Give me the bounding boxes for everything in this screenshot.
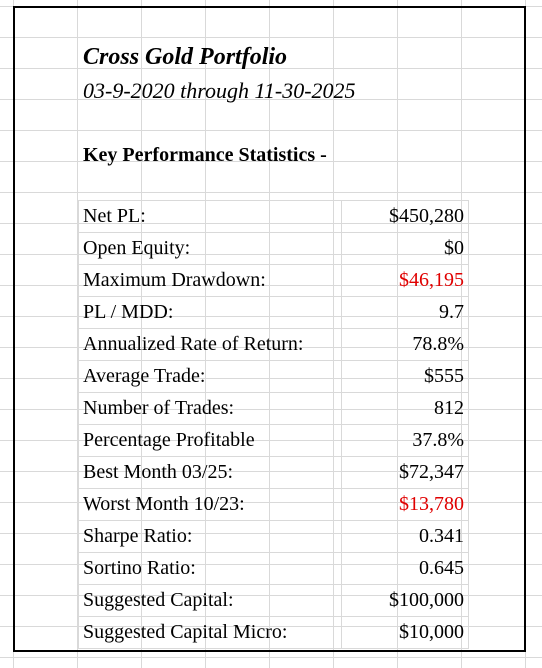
stat-value[interactable]: 0.645 — [341, 552, 469, 585]
stat-value[interactable]: 37.8% — [341, 424, 469, 457]
stat-row: Maximum Drawdown: $46,195 — [78, 264, 469, 297]
stat-label[interactable]: Sharpe Ratio: — [78, 520, 342, 553]
stat-value[interactable]: $555 — [341, 360, 469, 393]
stat-row: Sharpe Ratio: 0.341 — [78, 520, 469, 553]
stat-row: Annualized Rate of Return: 78.8% — [78, 328, 469, 361]
stat-row: Suggested Capital Micro: $10,000 — [78, 616, 469, 649]
stat-row: Number of Trades: 812 — [78, 392, 469, 425]
stat-label[interactable]: Best Month 03/25: — [78, 456, 342, 489]
stat-label[interactable]: Percentage Profitable — [78, 424, 342, 457]
section-heading: Key Performance Statistics - — [83, 144, 327, 166]
stat-row: Best Month 03/25: $72,347 — [78, 456, 469, 489]
stat-value[interactable]: $450,280 — [341, 200, 469, 233]
stat-value[interactable]: 9.7 — [341, 296, 469, 329]
stat-value[interactable]: 78.8% — [341, 328, 469, 361]
date-range: 03-9-2020 through 11-30-2025 — [83, 78, 356, 103]
stats-table: Net PL: $450,280 Open Equity: $0 Maximum Dra… — [78, 200, 469, 649]
stat-row: Average Trade: $555 — [78, 360, 469, 393]
stat-label[interactable]: Number of Trades: — [78, 392, 342, 425]
stat-label[interactable]: Suggested Capital: — [78, 584, 342, 617]
stat-row: Net PL: $450,280 — [78, 200, 469, 233]
stat-value[interactable]: $100,000 — [341, 584, 469, 617]
stat-value[interactable]: 0.341 — [341, 520, 469, 553]
stat-label[interactable]: Open Equity: — [78, 232, 342, 265]
stat-label[interactable]: Worst Month 10/23: — [78, 488, 342, 521]
stat-label[interactable]: Maximum Drawdown: — [78, 264, 342, 297]
stat-label[interactable]: PL / MDD: — [78, 296, 342, 329]
stat-label[interactable]: Average Trade: — [78, 360, 342, 393]
stat-row: Suggested Capital: $100,000 — [78, 584, 469, 617]
stat-label[interactable]: Net PL: — [78, 200, 342, 233]
stat-row: Sortino Ratio: 0.645 — [78, 552, 469, 585]
stat-value[interactable]: $0 — [341, 232, 469, 265]
stat-value[interactable]: $72,347 — [341, 456, 469, 489]
stat-row: Percentage Profitable 37.8% — [78, 424, 469, 457]
stat-row: Open Equity: $0 — [78, 232, 469, 265]
stat-label[interactable]: Annualized Rate of Return: — [78, 328, 342, 361]
stat-label[interactable]: Sortino Ratio: — [78, 552, 342, 585]
stat-row: Worst Month 10/23: $13,780 — [78, 488, 469, 521]
portfolio-title: Cross Gold Portfolio — [83, 44, 288, 70]
stat-value[interactable]: $10,000 — [341, 616, 469, 649]
stat-label[interactable]: Suggested Capital Micro: — [78, 616, 342, 649]
stats-panel — [13, 6, 526, 652]
stat-value[interactable]: $46,195 — [341, 264, 469, 297]
stat-row: PL / MDD: 9.7 — [78, 296, 469, 329]
stat-value[interactable]: $13,780 — [341, 488, 469, 521]
stat-value[interactable]: 812 — [341, 392, 469, 425]
